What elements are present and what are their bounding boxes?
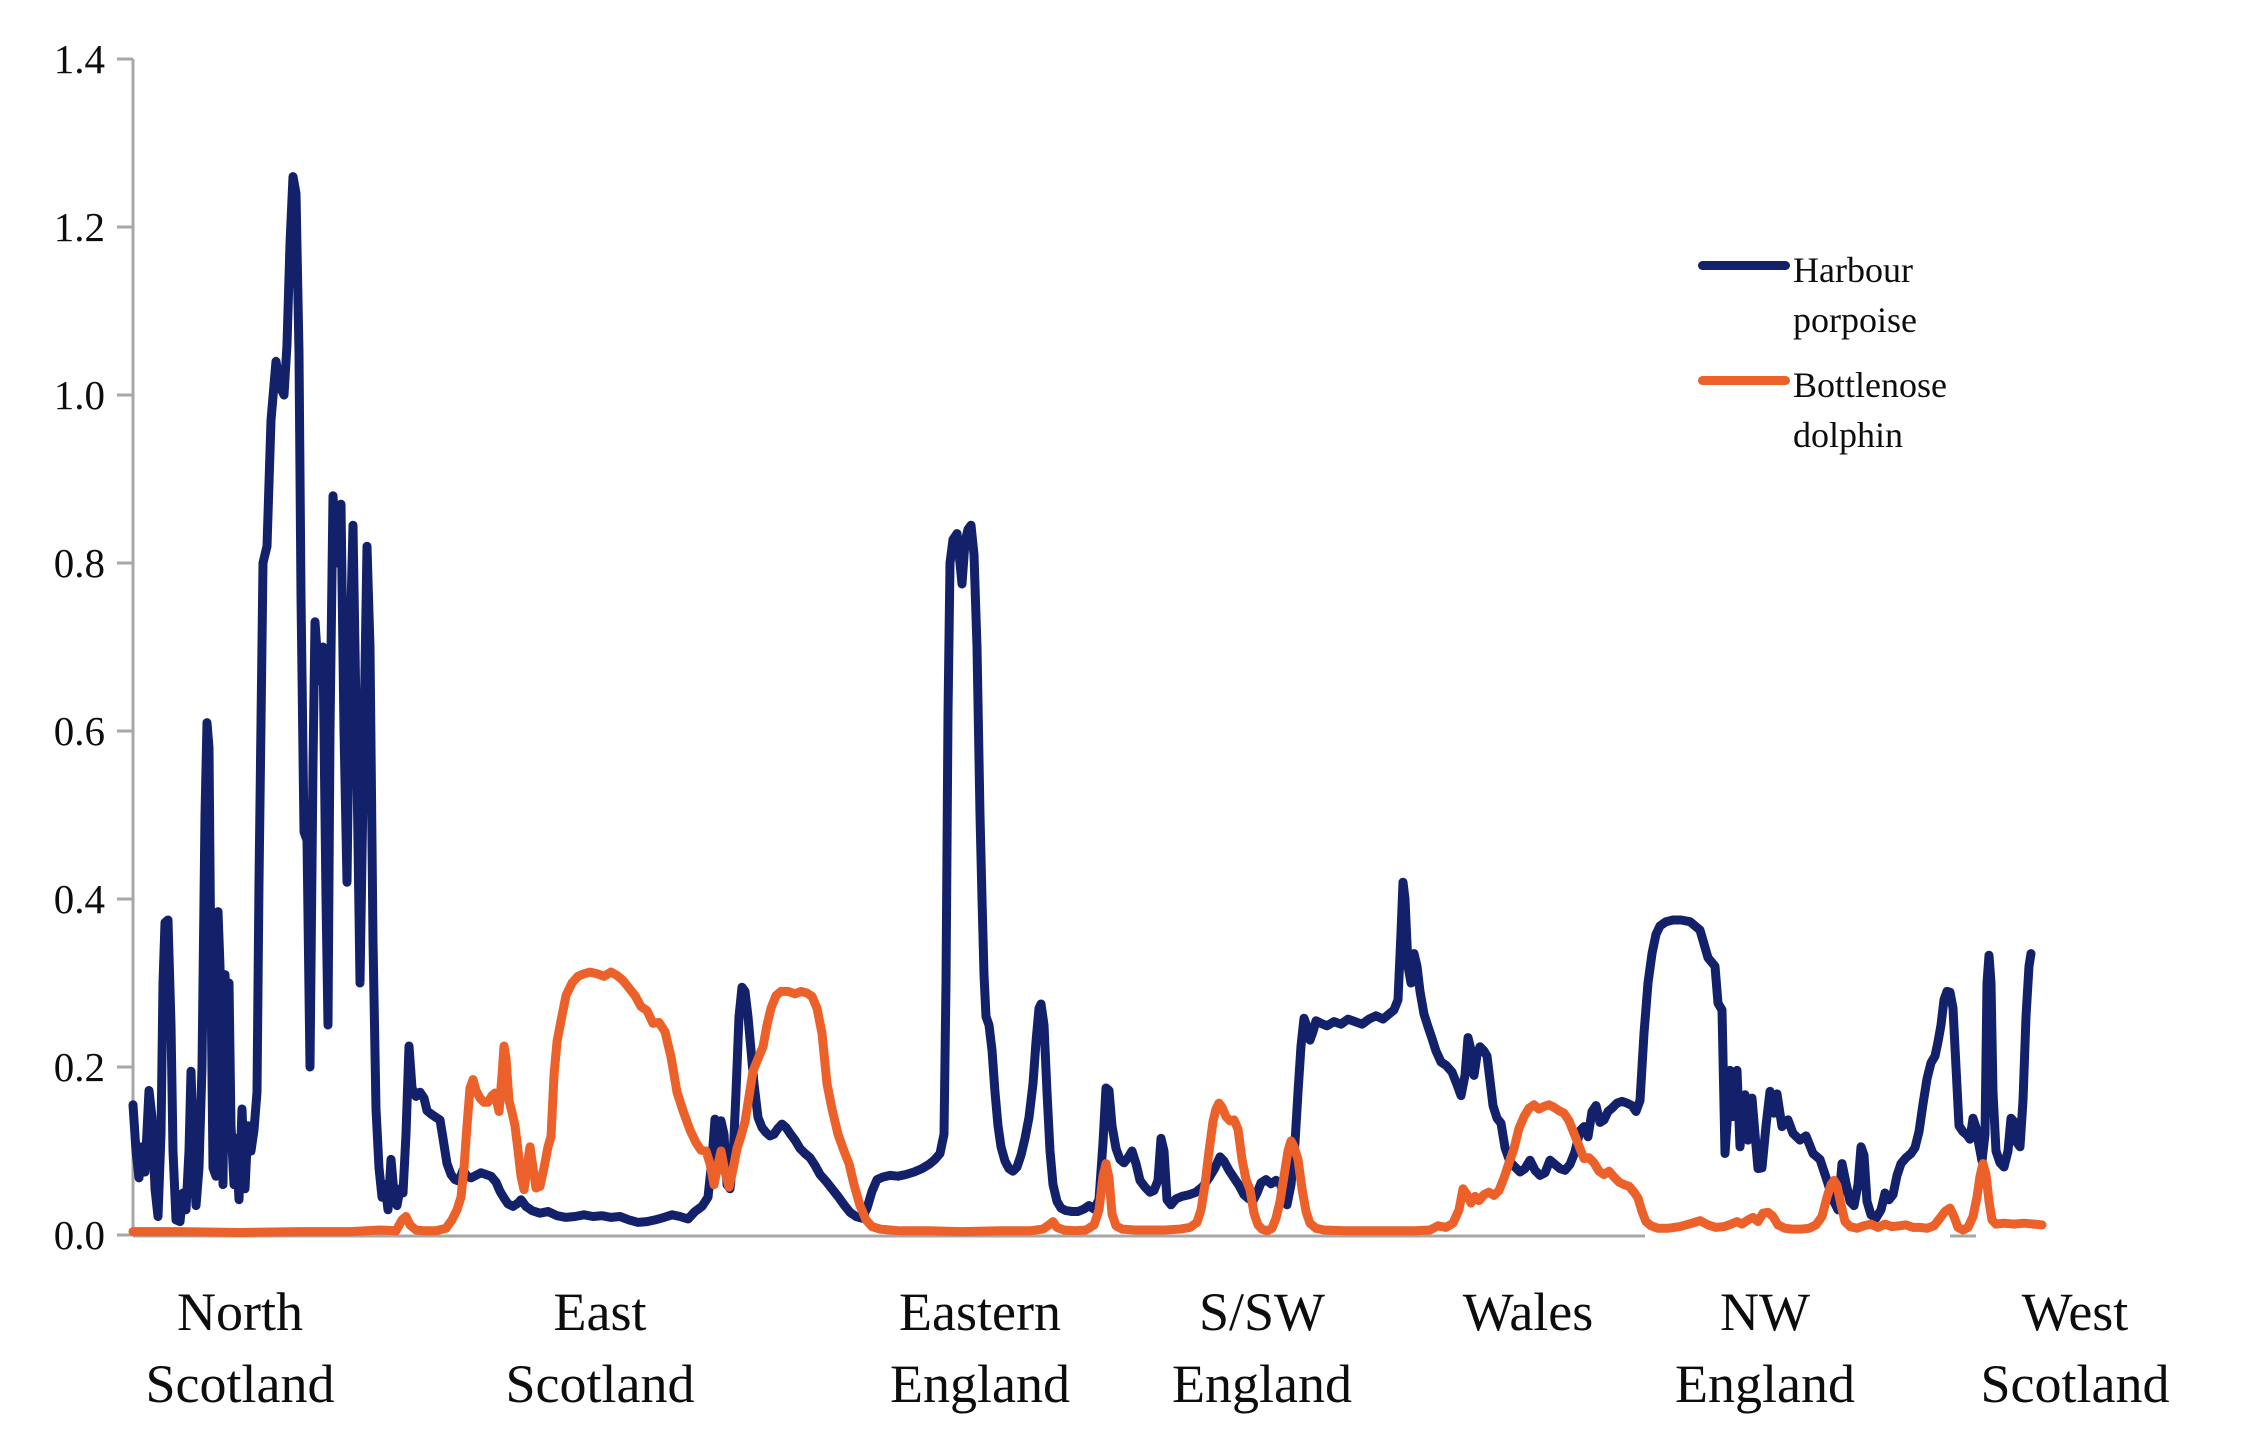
legend-label-harbour-porpoise: Harbour porpoise <box>1793 246 1917 345</box>
y-tick-label: 1.4 <box>54 36 105 82</box>
legend-label-line: Bottlenose <box>1793 365 1947 406</box>
x-axis-label: Scotland <box>1981 1354 2170 1414</box>
y-tick-label: 0.8 <box>54 540 105 586</box>
y-tick-label: 0.0 <box>54 1212 105 1258</box>
x-axis-label: England <box>1172 1354 1352 1414</box>
legend-label-line: porpoise <box>1793 299 1917 340</box>
legend: Harbour porpoise Bottlenose dolphin <box>1698 246 1947 477</box>
x-axis-label: NW <box>1720 1282 1810 1342</box>
legend-label-bottlenose-dolphin: Bottlenose dolphin <box>1793 361 1947 460</box>
legend-item-bottlenose-dolphin: Bottlenose dolphin <box>1698 361 1947 460</box>
x-axis-label: North <box>177 1282 303 1342</box>
legend-label-line: dolphin <box>1793 415 1904 456</box>
legend-label-line: Harbour <box>1793 250 1913 290</box>
y-tick-label: 0.4 <box>54 876 105 922</box>
x-axis-label: Scotland <box>506 1354 695 1414</box>
x-axis-label: S/SW <box>1199 1282 1325 1342</box>
x-axis-label: West <box>2022 1282 2129 1342</box>
y-tick-label: 0.2 <box>54 1044 105 1090</box>
y-tick-label: 1.2 <box>54 204 105 250</box>
x-axis-label: Scotland <box>146 1354 335 1414</box>
legend-item-harbour-porpoise: Harbour porpoise <box>1698 246 1947 345</box>
x-axis-label: Wales <box>1463 1282 1594 1342</box>
y-tick-label: 1.0 <box>54 372 105 418</box>
x-axis-label: England <box>890 1354 1070 1414</box>
bottlenose-dolphin-line <box>128 967 2047 1237</box>
x-axis-label: East <box>554 1282 647 1342</box>
y-tick-label: 0.6 <box>54 708 105 754</box>
harbour-porpoise-line <box>128 172 2036 1227</box>
x-axis-label: Eastern <box>899 1282 1061 1342</box>
legend-line-swatch-navy <box>1698 261 1790 270</box>
x-axis-label: England <box>1675 1354 1855 1414</box>
legend-line-swatch-orange <box>1698 376 1790 386</box>
